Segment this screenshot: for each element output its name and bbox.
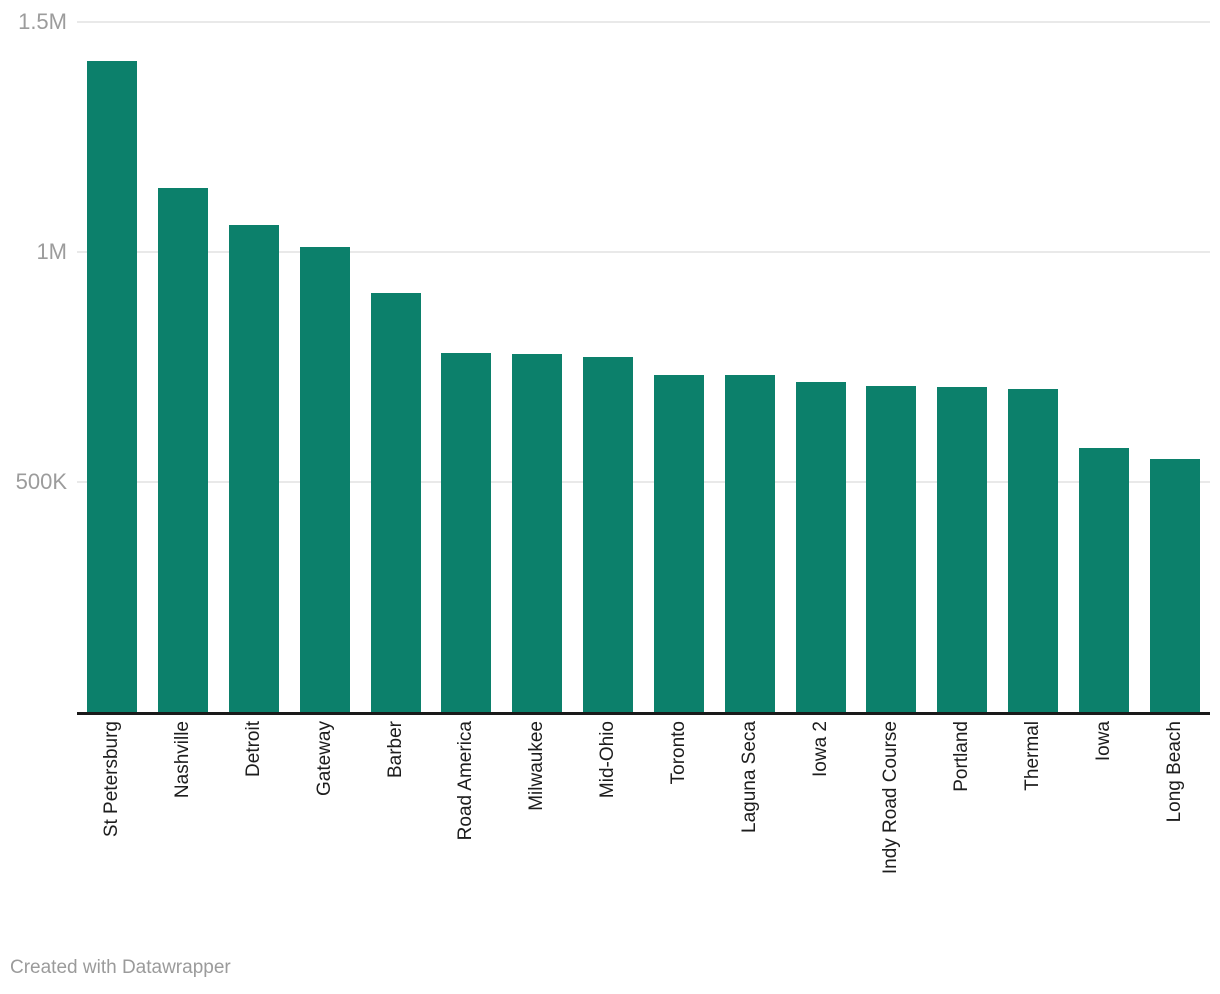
x-tick-label: Detroit (243, 721, 265, 777)
x-tick-label: Road America (455, 721, 477, 841)
bar-column-indy-road-course (856, 386, 927, 712)
y-tick-label: 500K (15, 469, 67, 494)
bar-barber (370, 292, 421, 712)
x-tick-label: Laguna Seca (738, 721, 760, 833)
bar-iowa-2 (795, 382, 846, 712)
bar-column-iowa (1068, 448, 1139, 712)
x-tick-st-petersburg: St Petersburg (77, 721, 148, 926)
bar-milwaukee (512, 354, 563, 712)
x-tick-iowa-2: Iowa 2 (785, 721, 856, 926)
bar-thermal (1007, 388, 1058, 712)
bar-detroit (229, 224, 280, 712)
x-tick-toronto: Toronto (644, 721, 715, 926)
bar-column-detroit (219, 224, 290, 712)
x-tick-detroit: Detroit (219, 721, 290, 926)
bar-column-road-america (431, 353, 502, 712)
x-tick-label: Mid-Ohio (597, 721, 619, 799)
x-tick-indy-road-course: Indy Road Course (856, 721, 927, 926)
bar-column-long-beach (1139, 459, 1210, 712)
x-tick-iowa: Iowa (1068, 721, 1139, 926)
bar-road-america (441, 353, 492, 712)
x-tick-label: Long Beach (1163, 721, 1185, 823)
x-tick-label: St Petersburg (101, 721, 123, 838)
y-tick-label: 1.5M (18, 9, 67, 34)
y-gridline-500k (77, 481, 1210, 483)
x-tick-nashville: Nashville (148, 721, 219, 926)
plot-area (77, 0, 1210, 712)
bar-nashville (158, 188, 209, 712)
x-tick-label: Indy Road Course (880, 721, 902, 875)
bar-column-milwaukee (502, 354, 573, 712)
x-axis-line (77, 712, 1210, 715)
bar-st-petersburg (87, 61, 138, 712)
bar-laguna-seca (724, 374, 775, 712)
x-tick-barber: Barber (360, 721, 431, 926)
bar-column-laguna-seca (714, 374, 785, 712)
bar-indy-road-course (866, 386, 917, 712)
x-tick-label: Thermal (1021, 721, 1043, 791)
x-tick-thermal: Thermal (998, 721, 1069, 926)
x-tick-label: Milwaukee (526, 721, 548, 811)
x-tick-long-beach: Long Beach (1139, 721, 1210, 926)
x-tick-label: Toronto (667, 721, 689, 785)
datawrapper-attribution-link[interactable]: Created with Datawrapper (10, 957, 231, 978)
y-gridline-1-5m (77, 21, 1210, 23)
bar-column-gateway (289, 246, 360, 712)
x-tick-portland: Portland (927, 721, 998, 926)
x-tick-road-america: Road America (431, 721, 502, 926)
bar-iowa (1078, 448, 1129, 712)
x-tick-milwaukee: Milwaukee (502, 721, 573, 926)
bar-column-thermal (998, 388, 1069, 712)
x-tick-label: Nashville (172, 721, 194, 799)
bar-mid-ohio (583, 356, 634, 712)
bar-column-toronto (644, 374, 715, 712)
bar-column-nashville (148, 188, 219, 712)
x-tick-laguna-seca: Laguna Seca (714, 721, 785, 926)
bar-column-barber (360, 292, 431, 712)
bar-column-mid-ohio (573, 356, 644, 712)
bar-long-beach (1149, 459, 1200, 712)
y-gridline-1m (77, 251, 1210, 253)
x-tick-gateway: Gateway (289, 721, 360, 926)
y-tick-label: 1M (36, 239, 67, 264)
bar-column-st-petersburg (77, 61, 148, 712)
bar-column-portland (927, 386, 998, 712)
x-tick-label: Barber (384, 721, 406, 779)
x-tick-label: Iowa 2 (809, 721, 831, 777)
x-tick-label: Portland (951, 721, 973, 792)
x-axis-labels: St Petersburg Nashville Detroit Gateway Barb… (77, 721, 1210, 926)
x-tick-label: Gateway (313, 721, 335, 796)
x-tick-mid-ohio: Mid-Ohio (573, 721, 644, 926)
bar-portland (937, 386, 988, 712)
x-tick-label: Iowa (1092, 721, 1114, 762)
bar-column-iowa-2 (785, 382, 856, 712)
bar-toronto (653, 374, 704, 712)
bar-gateway (299, 246, 350, 712)
